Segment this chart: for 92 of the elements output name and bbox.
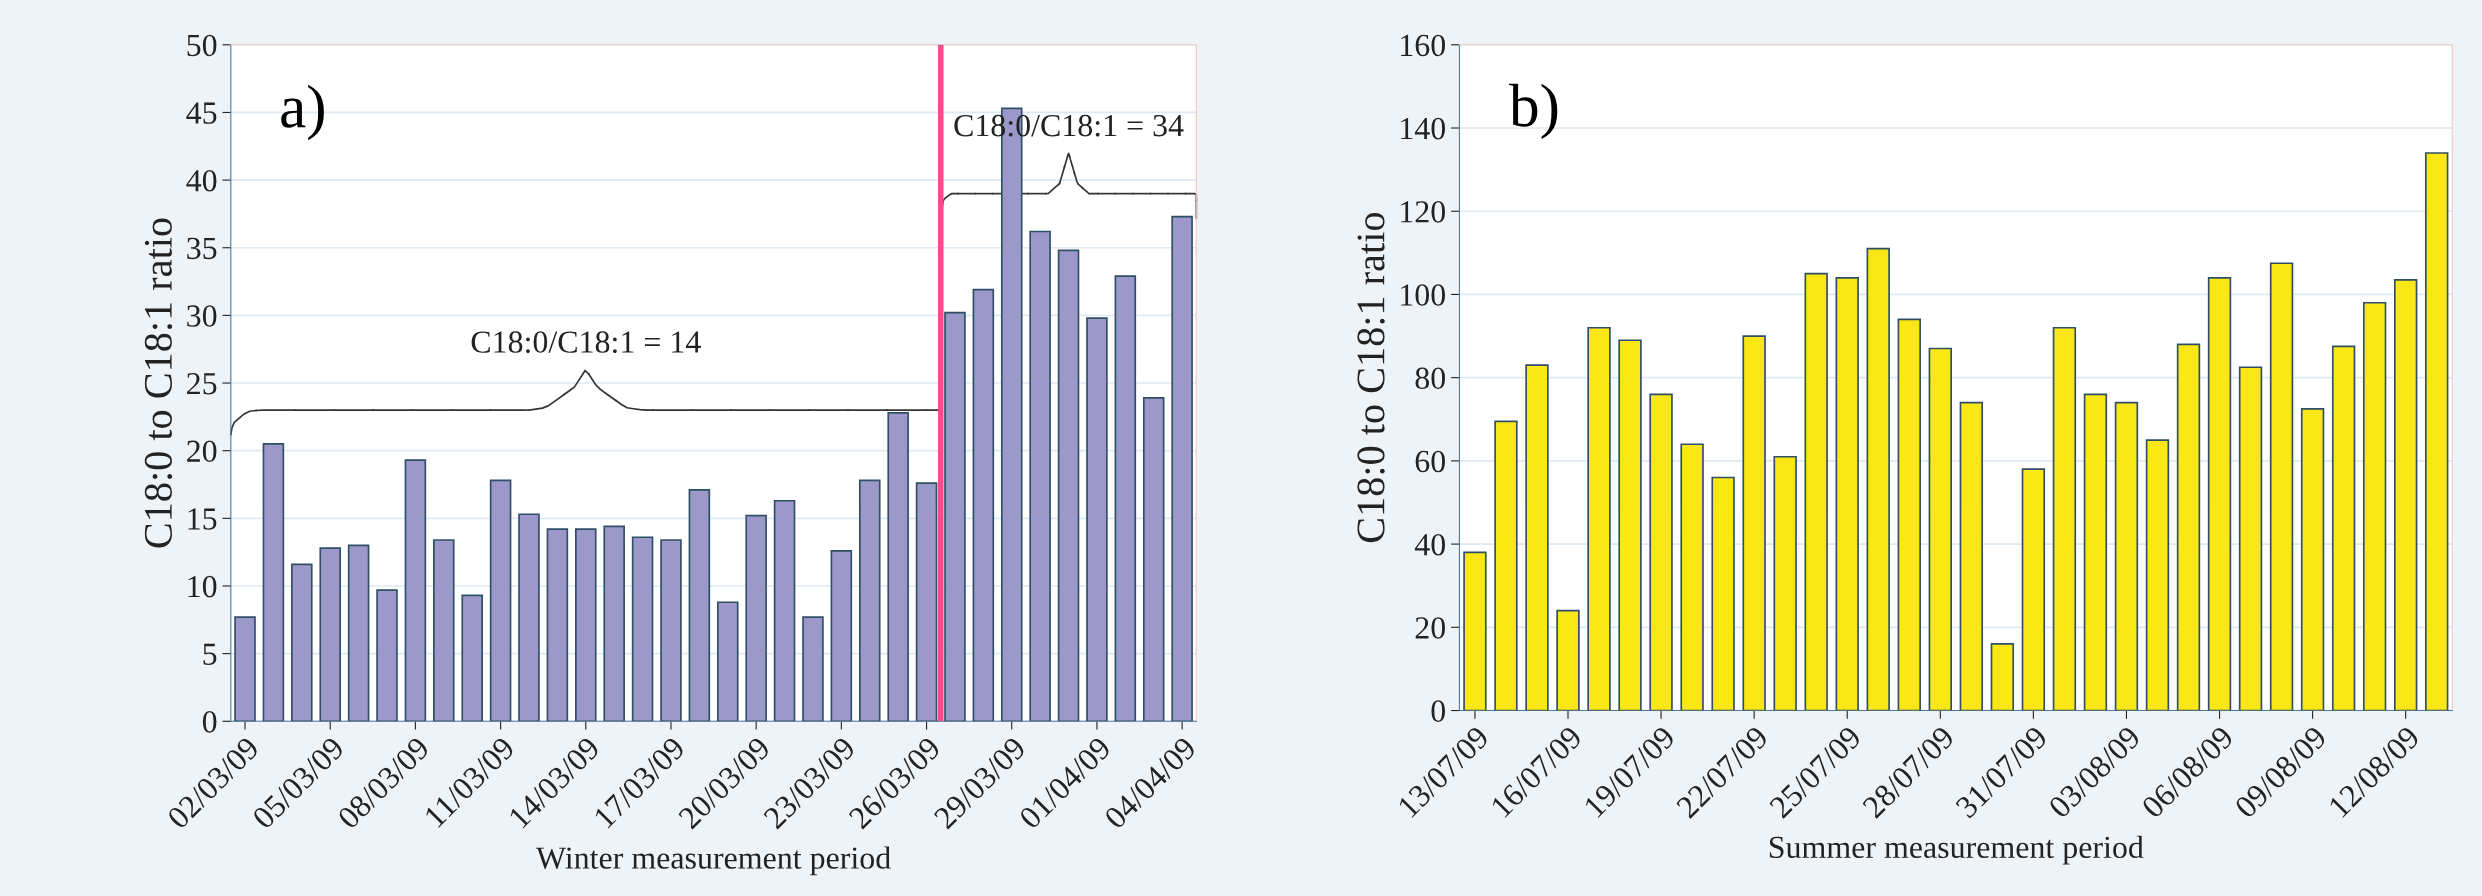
bar: [915, 482, 938, 722]
y-tick-label: 0: [1431, 700, 1445, 722]
bar: [603, 525, 625, 722]
y-tick-label: 5: [203, 643, 217, 666]
y-tick-label: 160: [1401, 34, 1445, 57]
bar: [1959, 401, 1984, 711]
bar: [944, 311, 966, 722]
bar: [1928, 347, 1952, 711]
bar: [433, 539, 455, 722]
bar: [262, 443, 285, 722]
y-tick-label: 80: [1415, 367, 1445, 390]
bar: [887, 411, 909, 722]
bar: [1171, 215, 1193, 722]
bar: [1773, 455, 1797, 711]
bar: [1142, 397, 1165, 722]
bar: [830, 549, 853, 722]
bar: [660, 539, 682, 722]
y-axis-title: C18:0 to C18:1 ratio: [1357, 213, 1385, 543]
text: a): [281, 84, 324, 141]
bar: [1494, 420, 1518, 711]
bar: [2300, 408, 2325, 711]
bar: [461, 594, 483, 722]
bar: [2238, 366, 2263, 711]
y-tick-label: 15: [188, 508, 217, 530]
bar: [2114, 401, 2139, 711]
bar: [1525, 364, 1549, 711]
annotation: C18:0/C18:1 = 14: [471, 331, 701, 354]
bar: [518, 513, 540, 722]
bar: [1463, 551, 1487, 711]
bar: [2176, 343, 2201, 711]
y-tick-label: 30: [187, 305, 217, 327]
y-tick-label: 140: [1401, 117, 1445, 140]
bar: [972, 288, 995, 722]
bar: [1114, 275, 1137, 722]
bar: [688, 489, 711, 722]
bar: [1587, 326, 1611, 711]
bar: [1897, 318, 1921, 711]
bar: [1742, 335, 1766, 711]
bar: [2207, 276, 2232, 711]
y-tick-label: 40: [186, 169, 217, 192]
bar: [773, 499, 796, 722]
bar: [2331, 345, 2356, 711]
bar: [1029, 230, 1051, 722]
y-tick-label: 50: [187, 34, 217, 57]
bar: [1618, 339, 1642, 711]
x-axis-title: Summer measurement period: [1769, 835, 2144, 865]
y-tick-label: 25: [187, 372, 217, 395]
bar: [802, 616, 824, 722]
bar: [1866, 247, 1890, 711]
bar: [575, 528, 597, 722]
text: b): [1509, 83, 1558, 140]
x-axis-title: Winter measurement period: [535, 846, 891, 876]
bar: [716, 601, 739, 722]
y-tick-label: 20: [187, 440, 217, 463]
bar: [1990, 643, 2015, 711]
y-tick-label: 20: [1415, 617, 1445, 639]
bar: [2269, 262, 2294, 711]
bar: [1649, 393, 1673, 711]
bar: [234, 616, 256, 722]
bar: [2362, 301, 2387, 711]
y-tick-label: 10: [188, 575, 217, 598]
bar: [745, 514, 767, 722]
bar: [631, 536, 654, 722]
bar: [2052, 326, 2077, 711]
bar: [1835, 276, 1859, 711]
y-tick-label: 35: [187, 237, 217, 260]
y-tick-label: 45: [186, 102, 217, 124]
bar: [489, 479, 512, 722]
bar: [858, 479, 881, 722]
bar: [1086, 317, 1108, 722]
y-axis-title: C18:0 to C18:1 ratio: [144, 218, 173, 548]
bar: [1057, 249, 1080, 722]
bar: [2145, 439, 2170, 711]
bar: [546, 528, 569, 722]
bar: [347, 544, 370, 722]
bar: [2425, 152, 2449, 711]
bar: [404, 459, 427, 722]
y-tick-label: 120: [1401, 201, 1445, 223]
bar: [1556, 609, 1580, 711]
y-tick-label: 40: [1414, 533, 1445, 556]
bar: [319, 547, 341, 722]
bar: [1680, 443, 1704, 711]
bar: [291, 563, 313, 722]
y-tick-label: 100: [1401, 284, 1445, 306]
bar: [1711, 476, 1735, 711]
bar: [2393, 279, 2418, 711]
bar: [2083, 393, 2108, 711]
y-tick-label: 0: [202, 711, 217, 733]
bar: [2021, 468, 2046, 711]
y-tick-label: 60: [1415, 450, 1445, 473]
bar: [1804, 272, 1828, 711]
bar: [376, 589, 398, 722]
